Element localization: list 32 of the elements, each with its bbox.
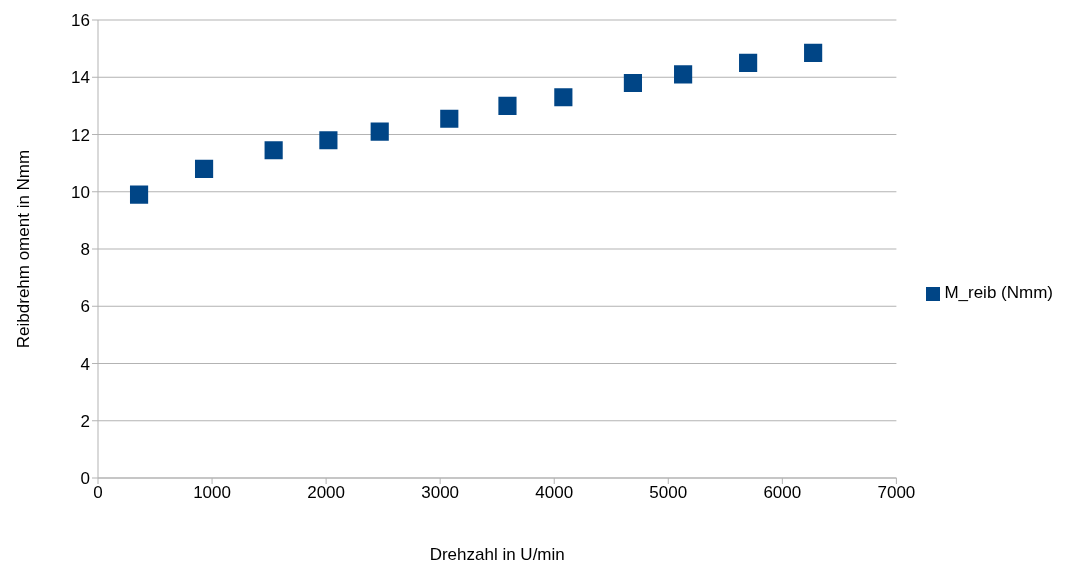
y-tick-label: 14 <box>71 68 90 88</box>
point <box>804 43 823 62</box>
y-tick-label: 2 <box>80 411 90 431</box>
y-axis-title: Reibdrehm oment in Nmm <box>14 149 34 349</box>
y-tick-label: 0 <box>80 469 90 489</box>
point <box>554 88 573 107</box>
x-tick-label: 6000 <box>763 483 802 503</box>
legend-label: M_reib (Nmm) <box>944 283 1053 302</box>
point <box>370 122 389 141</box>
point <box>498 96 517 115</box>
y-tick-label: 8 <box>80 240 90 260</box>
y-tick-label: 12 <box>71 125 90 145</box>
x-tick-label: 2000 <box>307 483 346 503</box>
y-tick-label: 4 <box>80 354 90 374</box>
x-tick-label: 0 <box>93 483 103 503</box>
x-axis-title: Drehzahl in U/min <box>429 545 565 564</box>
y-tick-label: 16 <box>71 11 90 31</box>
point <box>623 73 642 93</box>
y-tick-label: 10 <box>71 182 90 202</box>
point <box>739 53 758 73</box>
x-tick-label: 7000 <box>877 483 916 503</box>
point <box>264 141 283 160</box>
point <box>129 185 149 204</box>
point <box>674 65 693 84</box>
point <box>194 159 214 178</box>
x-tick-label: 3000 <box>421 483 460 503</box>
x-tick-label: 5000 <box>649 483 688 503</box>
x-tick-label: 1000 <box>193 483 231 503</box>
y-tick-label: 6 <box>80 297 90 317</box>
point <box>319 131 338 150</box>
point <box>440 109 459 128</box>
x-tick-label: 4000 <box>535 483 574 503</box>
